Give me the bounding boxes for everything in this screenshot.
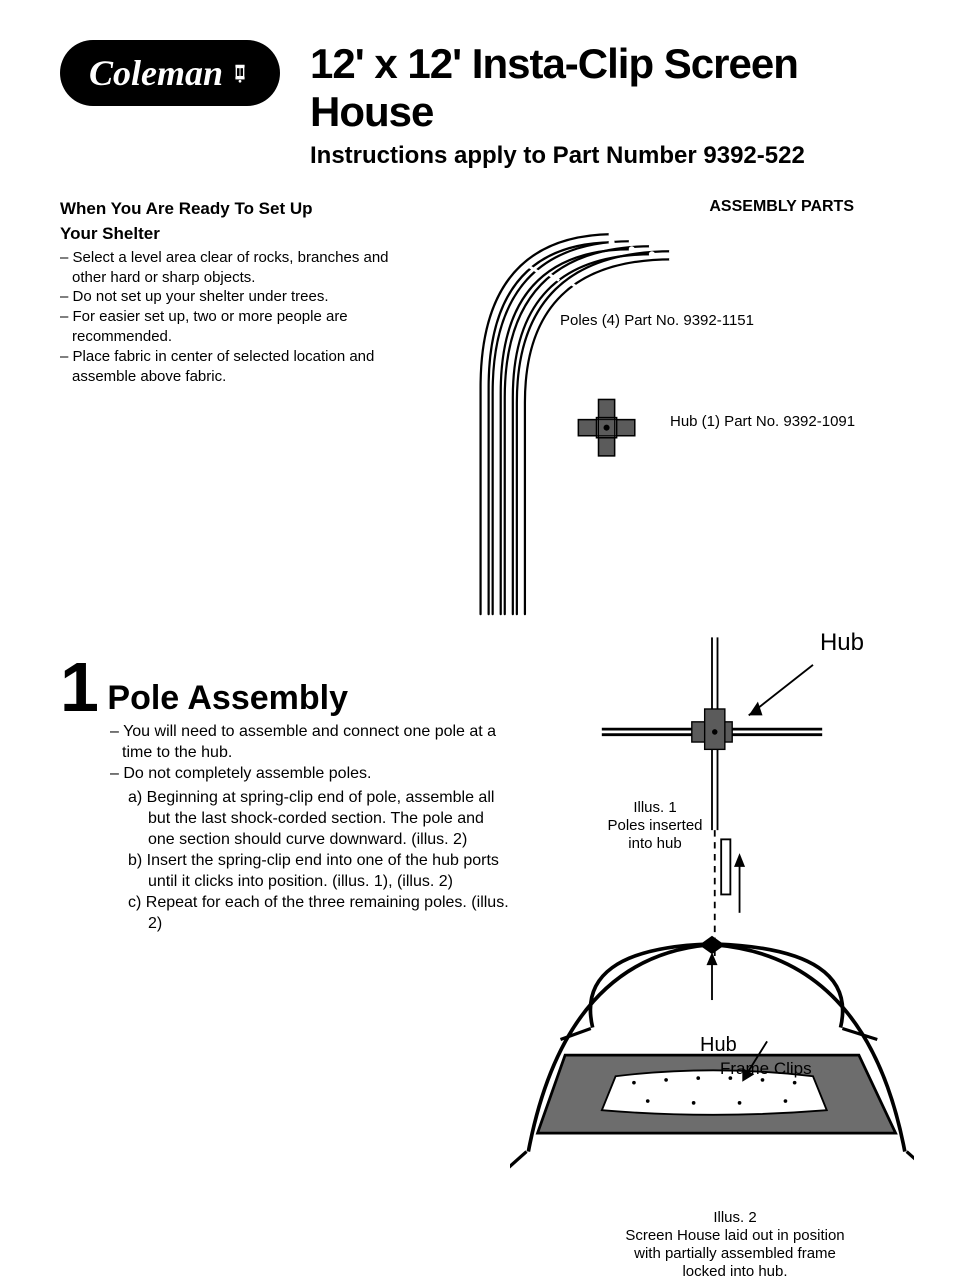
setup-heading-line1: When You Are Ready To Set Up	[60, 198, 400, 221]
illus2-line2: Screen House laid out in position	[625, 1227, 844, 1244]
illus2-caption: Illus. 2 Screen House laid out in positi…	[595, 1209, 875, 1281]
setup-item: Do not set up your shelter under trees.	[72, 287, 400, 307]
illus2-line1: Illus. 2	[713, 1209, 756, 1226]
assembly-parts-heading: ASSEMBLY PARTS	[410, 198, 914, 216]
assembly-parts-column: ASSEMBLY PARTS Poles (4) Part No. 9392-1…	[410, 198, 914, 619]
doc-header: Coleman 12' x 12' Insta-Clip Screen Hous…	[60, 40, 914, 170]
illus1-line1: Illus. 1	[633, 799, 676, 816]
step-item: Do not completely assemble poles.	[122, 763, 510, 784]
title-stack: 12' x 12' Insta-Clip Screen House Instru…	[310, 40, 914, 170]
hub-label-top: Hub	[820, 629, 864, 658]
logo-wrap: Coleman	[60, 40, 280, 106]
brand-logo: Coleman	[60, 40, 280, 106]
step-body: You will need to assemble and connect on…	[60, 721, 510, 934]
step-1: 1 Pole Assembly You will need to assembl…	[60, 659, 914, 1188]
setup-heading-line2: Your Shelter	[60, 223, 400, 246]
brand-logo-text: Coleman	[89, 52, 223, 94]
step-title: Pole Assembly	[107, 681, 348, 715]
page: Coleman 12' x 12' Insta-Clip Screen Hous…	[0, 0, 954, 1235]
step-1-svg	[510, 619, 914, 1188]
step-sub-list: a) Beginning at spring-clip end of pole,…	[110, 787, 510, 935]
setup-column: When You Are Ready To Set Up Your Shelte…	[60, 198, 410, 619]
step-subitem: b) Insert the spring-clip end into one o…	[148, 850, 510, 892]
step-item: You will need to assemble and connect on…	[122, 721, 510, 763]
illus1-caption: Illus. 1 Poles inserted into hub	[595, 799, 715, 853]
setup-item: Place fabric in center of selected locat…	[72, 347, 400, 387]
illus2-line4: locked into hub.	[682, 1263, 787, 1280]
hub-label-mid: Hub	[700, 1033, 737, 1057]
doc-title: 12' x 12' Insta-Clip Screen House	[310, 40, 914, 136]
illus2-line3: with partially assembled frame	[634, 1245, 836, 1262]
step-1-illustrations: Hub Illus. 1 Poles inserted into hub Hub…	[510, 659, 914, 1188]
setup-list: Select a level area clear of rocks, bran…	[60, 248, 400, 387]
step-subitem: c) Repeat for each of the three remainin…	[148, 892, 510, 934]
step-number: 1	[60, 659, 99, 715]
upper-section: When You Are Ready To Set Up Your Shelte…	[60, 198, 914, 619]
setup-item: For easier set up, two or more people ar…	[72, 307, 400, 347]
step-dash-list: You will need to assemble and connect on…	[110, 721, 510, 784]
frame-clips-label: Frame Clips	[720, 1059, 812, 1079]
poles-part-label: Poles (4) Part No. 9392-1151	[560, 312, 754, 329]
illus1-line2: Poles inserted	[607, 817, 702, 834]
lantern-icon	[229, 62, 251, 84]
doc-subtitle: Instructions apply to Part Number 9392-5…	[310, 142, 914, 170]
hub-part-label: Hub (1) Part No. 9392-1091	[670, 413, 855, 430]
illus1-line3: into hub	[628, 835, 681, 852]
step-subitem: a) Beginning at spring-clip end of pole,…	[148, 787, 510, 850]
setup-item: Select a level area clear of rocks, bran…	[72, 248, 400, 288]
step-1-text: 1 Pole Assembly You will need to assembl…	[60, 659, 510, 1188]
